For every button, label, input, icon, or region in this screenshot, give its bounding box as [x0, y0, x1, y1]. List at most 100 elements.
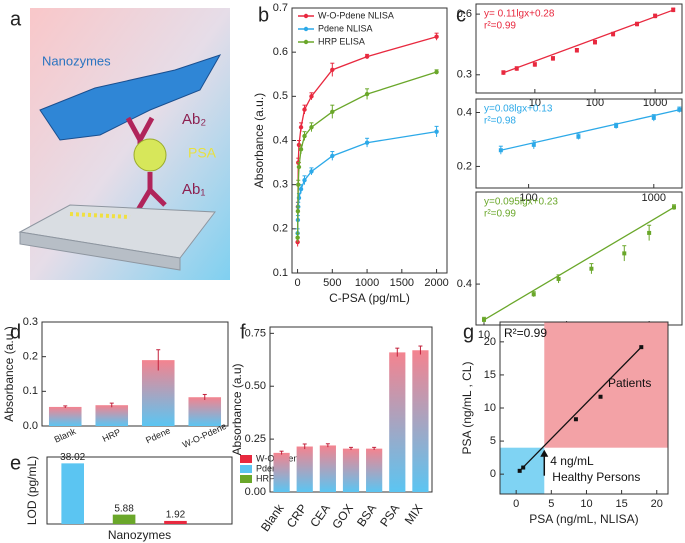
y-tick-label: 0.6	[457, 8, 472, 20]
data-point	[531, 142, 536, 147]
bar	[366, 448, 383, 492]
data-point	[296, 164, 302, 170]
bar	[273, 452, 290, 492]
annotation: 4 ng/mL	[550, 454, 594, 468]
data-point	[302, 133, 307, 139]
bar	[61, 463, 84, 524]
annotation: Healthy Persons	[552, 470, 640, 484]
x-tick-label: 15	[615, 498, 627, 510]
x-tick-label: PSA	[377, 502, 402, 530]
x-tick-label: Blank	[53, 426, 78, 445]
legend-swatch	[240, 455, 252, 463]
bar	[95, 405, 129, 426]
bar	[319, 445, 336, 492]
x-tick-label: 1000	[642, 192, 666, 204]
y-tick-label: 0.4	[273, 134, 288, 146]
y-tick-label: 0.2	[273, 223, 288, 235]
data-point	[296, 182, 301, 187]
data-point	[295, 208, 301, 214]
panel-letter: b	[258, 4, 269, 26]
fit-line	[483, 206, 675, 321]
value-label: 38.02	[60, 452, 85, 463]
x-tick-label: 1500	[390, 277, 414, 289]
y-axis-label: LOD (pg/mL)	[25, 456, 39, 525]
arrow-head	[540, 449, 549, 457]
y-axis-label: Absorbance (a.u.)	[2, 326, 16, 421]
data-point	[309, 125, 314, 130]
data-point	[622, 251, 627, 256]
y-tick-label: 0.25	[245, 433, 266, 445]
value-label: 1.92	[166, 510, 186, 521]
y-tick-label: 0.3	[273, 179, 288, 191]
data-point	[589, 266, 594, 271]
data-point	[671, 8, 676, 13]
panel-letter: e	[10, 452, 21, 474]
data-point	[531, 292, 536, 297]
annotation: R²=0.99	[504, 326, 547, 340]
data-point	[330, 109, 335, 114]
data-point	[556, 276, 561, 281]
x-tick-label: 1000	[643, 97, 667, 109]
y-tick-label: 5	[490, 435, 496, 447]
y-tick-label: 10	[484, 402, 496, 414]
data-point	[651, 115, 656, 120]
annotation: y=0.08lgx+0.13	[484, 104, 553, 115]
panel-a: a Nanozymes Ab₂ PSA Ab₁	[10, 8, 230, 280]
plot-frame	[475, 98, 683, 189]
data-point	[364, 140, 370, 145]
y-tick-label: 0.7	[273, 2, 288, 14]
legend-label: HRP	[256, 473, 275, 483]
x-tick-label: 10	[580, 498, 592, 510]
x-tick-label: HRP	[101, 427, 122, 444]
y-tick-label: 0	[490, 468, 496, 480]
data-point	[482, 317, 487, 322]
legend-marker	[303, 26, 309, 32]
legend-swatch	[240, 465, 252, 473]
y-tick-label: 0.0	[23, 420, 38, 432]
x-tick-label: 0	[513, 498, 519, 510]
bar	[112, 514, 136, 524]
legend-label: Pdene NLISA	[318, 23, 373, 33]
data-point	[574, 48, 579, 53]
data-point	[295, 235, 300, 240]
bar	[342, 448, 360, 492]
data-point	[598, 394, 603, 399]
x-tick-label: 1000	[355, 277, 379, 289]
x-tick-label: CRP	[284, 502, 310, 531]
y-tick-label: 20	[484, 336, 496, 348]
y-tick-label: 0.1	[23, 385, 38, 397]
psa-ball	[133, 138, 167, 172]
data-point	[677, 107, 682, 112]
y-axis-label: Absorbance (a.u)	[230, 363, 244, 455]
data-point	[298, 186, 304, 192]
data-point	[302, 107, 307, 112]
x-tick-label: GOX	[329, 502, 356, 532]
data-point	[653, 14, 658, 19]
data-point	[330, 153, 335, 159]
y-tick-label: 0.3	[23, 316, 38, 328]
label: Ab₂	[182, 111, 206, 128]
panel-letter: c	[456, 4, 466, 26]
panel-letter: a	[10, 8, 22, 30]
annotation: r²=0.99	[484, 21, 516, 32]
annotation: r²=0.99	[484, 209, 516, 220]
data-point	[364, 54, 370, 59]
y-tick-label: 0.2	[457, 160, 472, 172]
fit-line	[503, 9, 674, 74]
fit-line	[500, 109, 680, 151]
data-point	[434, 34, 439, 39]
x-tick-label: 10	[478, 329, 490, 341]
legend-swatch	[240, 475, 252, 483]
x-tick-label: MIX	[402, 502, 426, 528]
bar	[412, 350, 429, 492]
panel-letter: g	[463, 321, 474, 343]
legend-label: HRP ELISA	[318, 36, 365, 46]
y-tick-label: 0.50	[245, 380, 266, 392]
bar	[389, 352, 406, 492]
x-tick-label: 5	[548, 498, 554, 510]
label: Nanozymes	[42, 53, 111, 68]
y-tick-label: 0.4	[457, 278, 472, 290]
data-point	[671, 205, 676, 210]
x-axis-label: C-PSA (pg/mL)	[329, 291, 410, 305]
bar	[296, 446, 313, 492]
